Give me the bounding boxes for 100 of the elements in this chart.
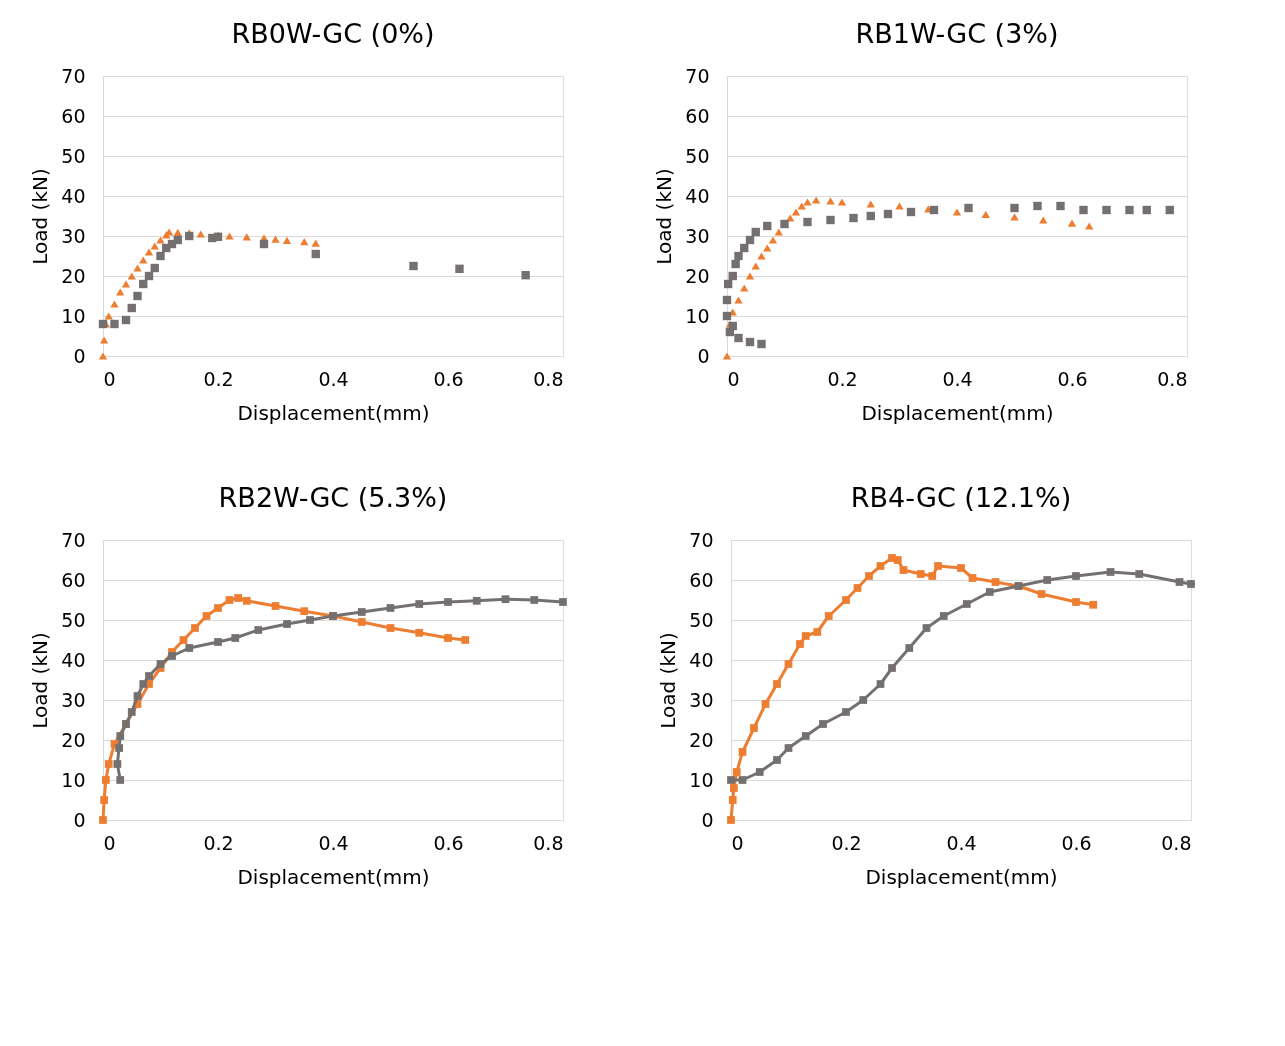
y-tick-label: 70 — [685, 64, 710, 87]
point — [797, 202, 806, 210]
point — [727, 816, 735, 824]
point — [734, 251, 743, 261]
point — [738, 776, 747, 784]
y-tick-label: 60 — [689, 568, 714, 591]
x-tick-label: 0 — [103, 367, 116, 390]
point — [271, 235, 280, 243]
point — [1037, 590, 1046, 598]
point — [521, 271, 530, 280]
point — [957, 564, 965, 572]
point — [751, 227, 760, 237]
y-tick-label: 40 — [689, 648, 714, 671]
y-tick-label: 60 — [685, 104, 710, 127]
point — [168, 652, 176, 660]
x-tick-label: 0 — [731, 831, 744, 854]
x-tick-label: 0.8 — [533, 367, 564, 390]
x-tick-label: 0.2 — [203, 367, 234, 390]
point — [127, 272, 136, 280]
point — [1165, 205, 1174, 215]
x-tick-label: 0.4 — [318, 831, 349, 854]
point — [102, 776, 110, 784]
y-tick-label: 30 — [689, 688, 714, 711]
x-axis-title: Displacement(mm) — [237, 864, 430, 889]
y-tick-label: 50 — [685, 144, 710, 167]
y-tick-label: 70 — [61, 528, 86, 551]
point — [730, 784, 738, 792]
point — [1175, 578, 1184, 586]
point — [893, 556, 902, 564]
point — [723, 279, 733, 289]
point — [763, 244, 772, 252]
point — [121, 315, 131, 325]
x-tick-label: 0.8 — [1157, 367, 1188, 390]
point — [121, 280, 131, 288]
point — [225, 596, 234, 604]
x-tick-label: 0.6 — [1061, 831, 1092, 854]
chart-title: RB1W-GC (3%) — [855, 18, 1059, 49]
point — [214, 604, 222, 612]
point — [981, 210, 990, 219]
point — [282, 236, 292, 245]
point — [127, 303, 136, 313]
point — [728, 271, 737, 281]
point — [763, 221, 772, 231]
point — [876, 680, 885, 688]
point — [722, 311, 732, 321]
point — [734, 333, 743, 343]
point — [259, 239, 269, 249]
point — [116, 288, 125, 296]
y-tick-label: 70 — [689, 528, 714, 551]
x-tick-label: 0.6 — [1057, 367, 1088, 390]
point — [745, 235, 755, 245]
point — [144, 248, 154, 256]
point — [306, 616, 314, 624]
point — [1125, 205, 1134, 215]
point — [1187, 580, 1195, 588]
y-tick-label: 40 — [61, 648, 86, 671]
point — [939, 612, 948, 620]
x-tick-label: 0.8 — [533, 831, 564, 854]
point — [826, 215, 835, 225]
x-axis-title: Displacement(mm) — [865, 864, 1058, 889]
point — [991, 578, 1000, 586]
point — [865, 572, 873, 580]
point — [1089, 600, 1098, 609]
point — [888, 664, 896, 672]
point — [929, 205, 939, 215]
point — [1072, 572, 1080, 580]
y-tick-label: 60 — [61, 104, 86, 127]
point — [774, 228, 783, 236]
point — [928, 572, 937, 580]
point — [179, 636, 188, 644]
point — [773, 756, 781, 764]
y-tick-label: 20 — [61, 728, 86, 751]
point — [757, 339, 766, 349]
point — [849, 213, 858, 223]
point — [768, 236, 778, 244]
point — [357, 618, 366, 626]
point — [139, 680, 148, 688]
point — [139, 256, 148, 264]
point — [803, 217, 812, 227]
point — [755, 768, 764, 776]
point — [455, 264, 464, 273]
point — [732, 768, 741, 776]
y-tick-label: 10 — [689, 768, 714, 791]
point — [876, 562, 885, 570]
x-tick-label: 0.8 — [1161, 831, 1192, 854]
point — [156, 251, 165, 261]
point — [386, 604, 395, 612]
point — [415, 600, 424, 608]
point — [461, 636, 470, 644]
point — [225, 232, 234, 240]
point — [116, 732, 125, 740]
point — [173, 228, 182, 237]
point — [826, 197, 835, 205]
point — [1056, 201, 1065, 211]
y-axis-title: Load (kN) — [652, 168, 677, 265]
point — [311, 239, 320, 247]
point — [1079, 205, 1088, 215]
x-tick-label: 0.4 — [318, 367, 349, 390]
point — [803, 198, 812, 206]
y-tick-label: 10 — [685, 304, 710, 327]
